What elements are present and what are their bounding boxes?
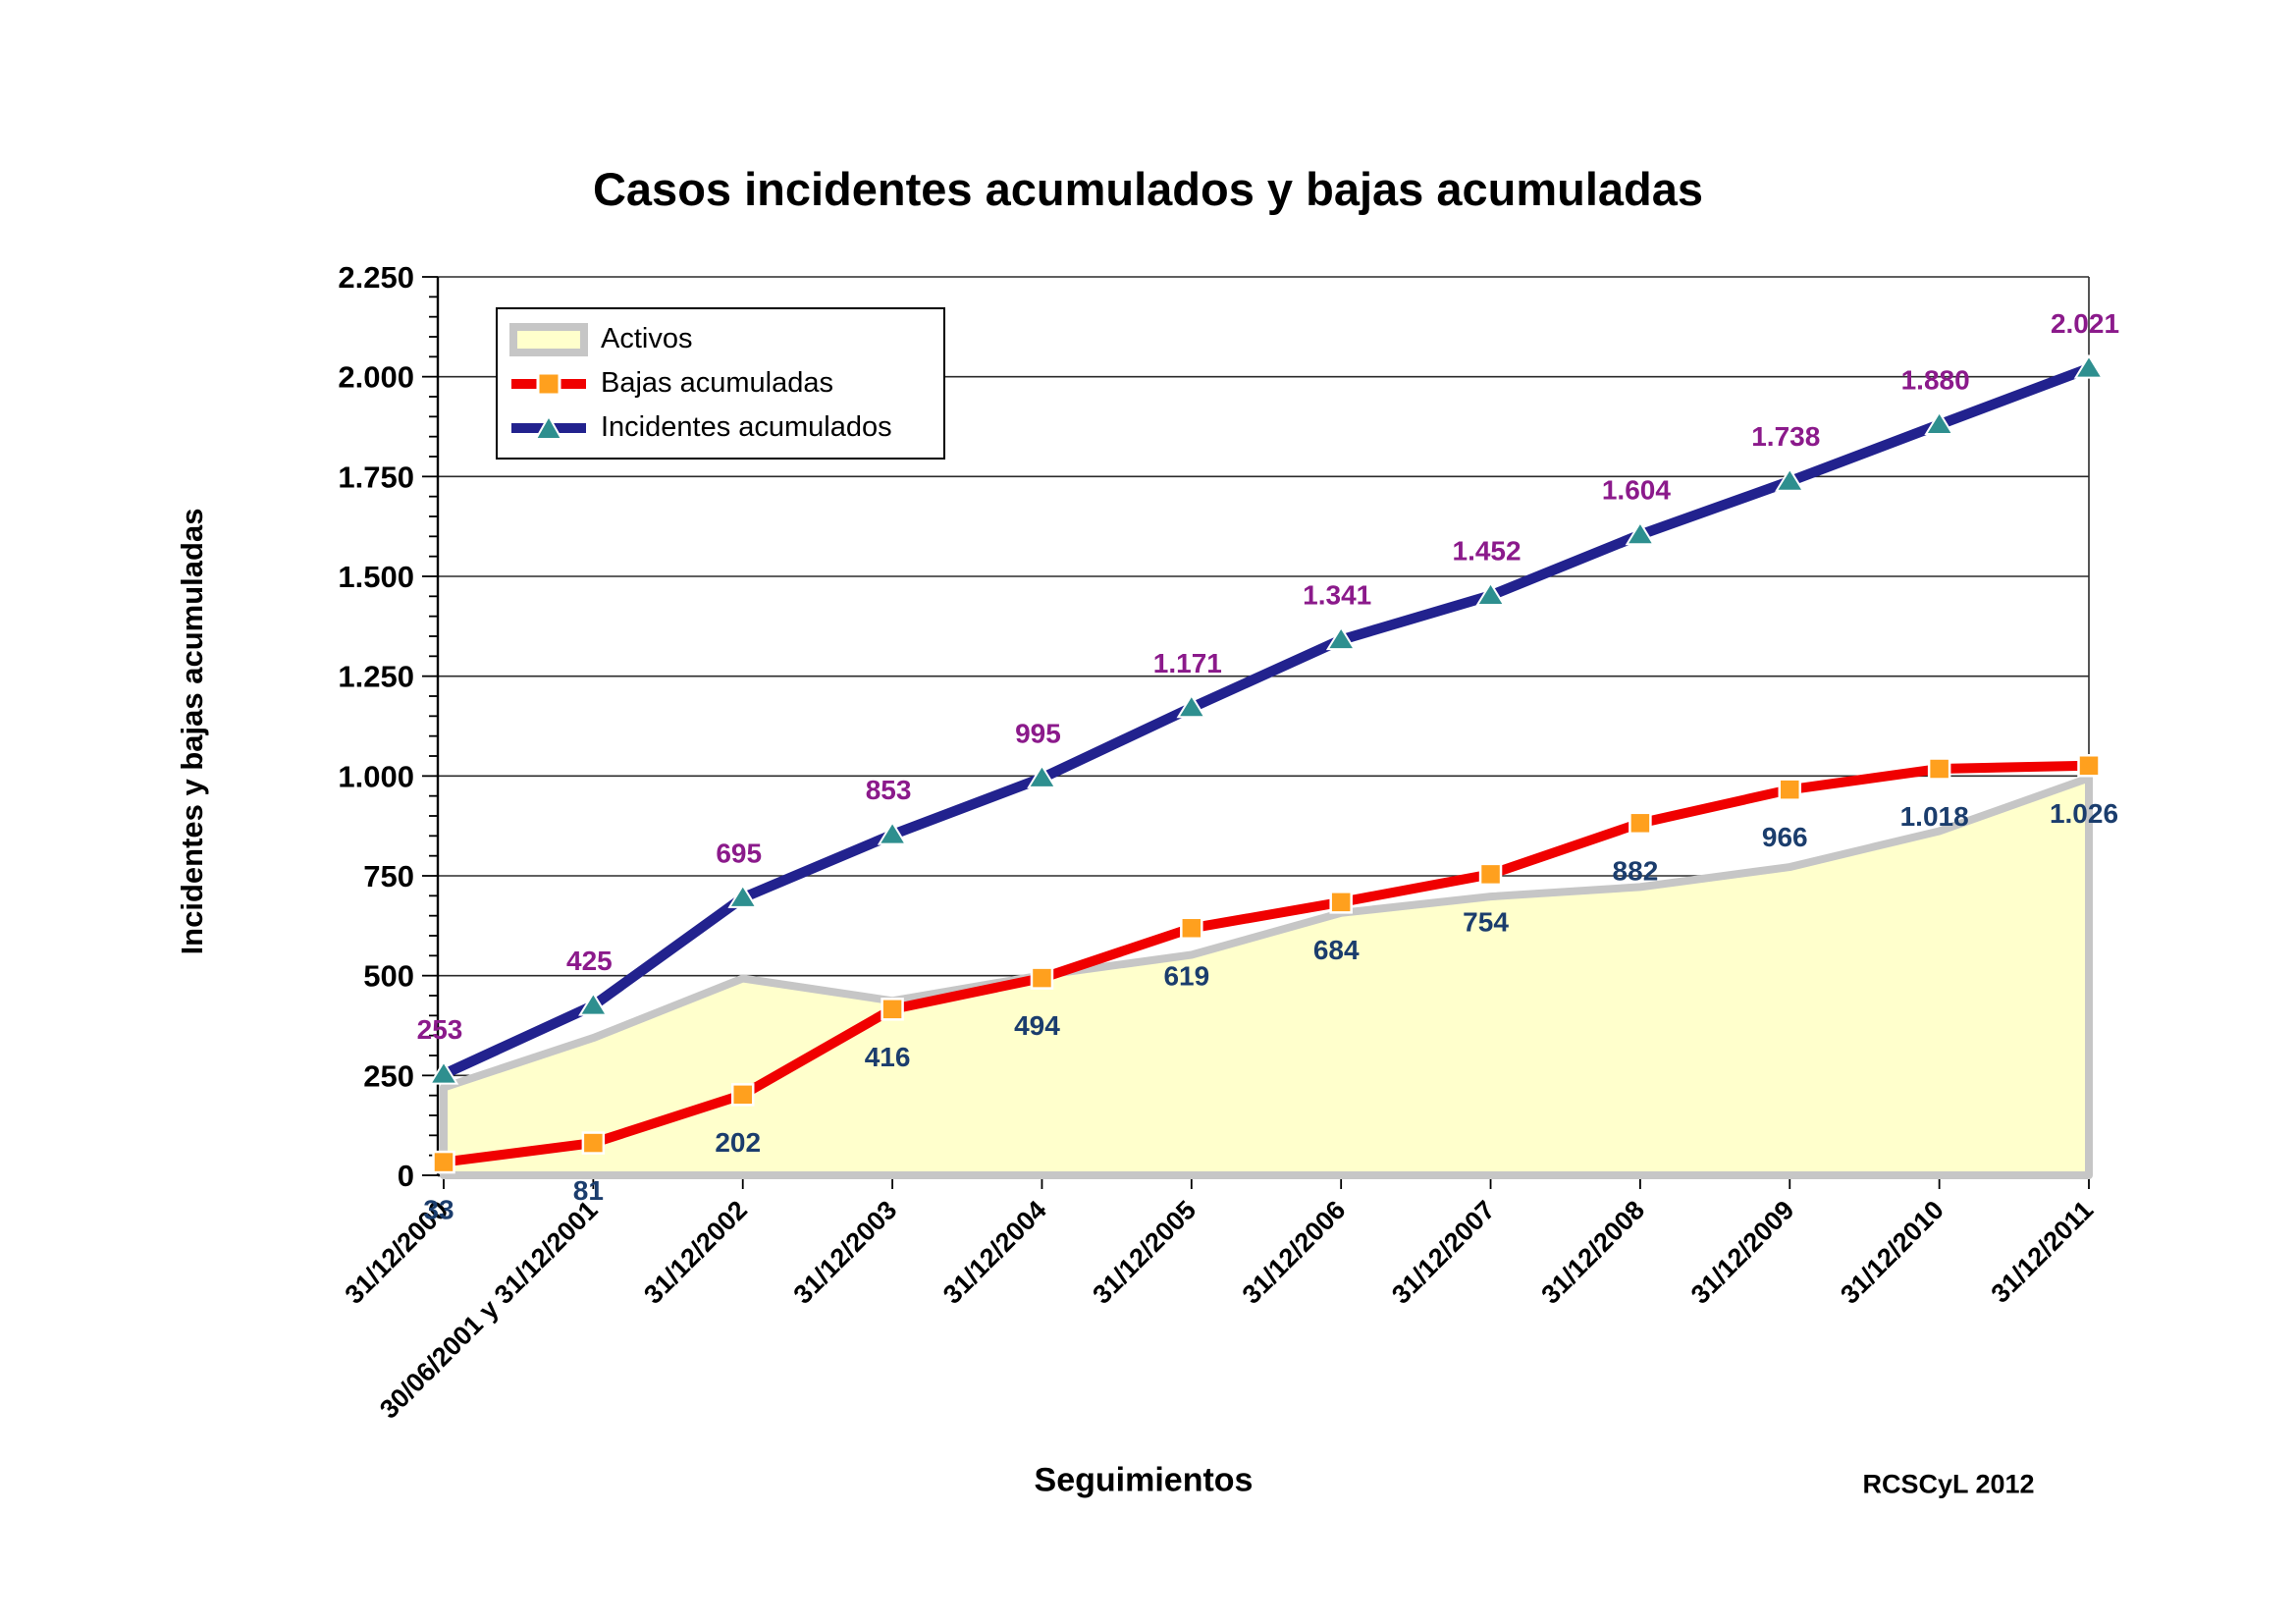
y-tick-label: 1.500: [338, 560, 414, 594]
incidentes-data-label: 253: [417, 1014, 463, 1045]
incidentes-marker: [1325, 625, 1357, 651]
y-tick-label: 750: [363, 859, 414, 893]
x-axis-title: Seguimientos: [1034, 1461, 1254, 1499]
activos-area-swatch-icon: [509, 322, 588, 356]
incidentes-data-label: 695: [716, 838, 762, 868]
bajas-data-label: 202: [715, 1127, 761, 1158]
incidentes-marker: [1774, 466, 1805, 492]
bajas-data-label: 33: [423, 1195, 454, 1225]
incidentes-data-label: 2.021: [2051, 308, 2119, 339]
incidentes-data-label: 1.880: [1901, 364, 1970, 395]
bajas-marker: [1778, 778, 1802, 801]
legend-label-bajas: Bajas acumuladas: [601, 367, 833, 399]
incidentes-marker: [1176, 693, 1207, 719]
incidentes-data-label: 1.341: [1303, 580, 1371, 611]
incidentes-data-label: 995: [1015, 718, 1061, 748]
bajas-marker: [1030, 966, 1054, 990]
incidentes-data-label: 1.738: [1751, 421, 1820, 452]
y-tick-label: 1.250: [338, 660, 414, 694]
legend-label-activos: Activos: [601, 323, 693, 354]
incidentes-marker: [727, 883, 759, 908]
y-tick-label: 2.250: [338, 260, 414, 295]
incidentes-marker: [1625, 520, 1656, 546]
y-tick-label: 250: [363, 1058, 414, 1093]
legend-item-bajas: Bajas acumuladas: [509, 367, 932, 401]
activos-area: [440, 774, 2093, 1179]
bajas-marker: [1329, 891, 1353, 914]
incidentes-marker: [1475, 581, 1506, 607]
x-tick-label: 31/12/2011: [1986, 1195, 2100, 1309]
incidentes-marker: [1924, 410, 1954, 435]
incidentes-marker: [578, 991, 609, 1016]
legend-label-incidentes: Incidentes acumulados: [601, 411, 892, 443]
y-tick-label: 2.000: [338, 360, 414, 395]
x-tick-label: 31/12/2003: [788, 1195, 903, 1310]
bajas-marker: [1629, 811, 1652, 836]
x-tick-label: 31/12/2008: [1535, 1195, 1650, 1310]
incidentes-marker: [2073, 353, 2105, 379]
bajas-marker: [881, 998, 904, 1021]
bajas-marker: [581, 1131, 606, 1155]
incidentes-data-label: 1.452: [1453, 536, 1522, 567]
bajas-marker: [730, 1083, 755, 1107]
incidentes-data-label: 425: [566, 946, 613, 976]
bajas-data-label: 494: [1014, 1010, 1060, 1041]
x-tick-label: 31/12/2005: [1087, 1195, 1201, 1310]
bajas-data-label: 1.018: [1900, 801, 1969, 832]
bajas-data-label: 81: [573, 1175, 604, 1206]
incidentes-data-label: 1.604: [1602, 475, 1671, 506]
y-tick-label: 1.000: [338, 759, 414, 793]
x-tick-label: 31/12/2010: [1835, 1195, 1949, 1310]
incidentes-line: [441, 363, 2091, 1079]
y-tick-label: 1.750: [338, 460, 414, 494]
x-tick-label: 31/12/2006: [1237, 1195, 1352, 1310]
bajas-marker: [1478, 862, 1503, 887]
credit-text: RCSCyL 2012: [1862, 1469, 2035, 1499]
legend-item-incidentes: Incidentes acumulados: [509, 411, 932, 445]
bajas-marker: [2077, 754, 2101, 778]
x-tick-label: 31/12/2007: [1386, 1195, 1501, 1310]
y-tick-label: 0: [398, 1159, 414, 1193]
bajas-line-swatch-icon: [511, 371, 586, 396]
bajas-data-label: 966: [1762, 822, 1808, 852]
chart-title: Casos incidentes acumulados y bajas acum…: [592, 163, 1704, 215]
x-tick-label: 31/12/2004: [937, 1195, 1052, 1310]
incidentes-marker: [877, 820, 908, 845]
incidentes-marker: [1027, 763, 1057, 788]
y-axis-title: Incidentes y bajas acumuladas: [175, 508, 209, 955]
incidentes-data-label: 853: [866, 775, 912, 805]
bajas-data-label: 1.026: [2050, 798, 2118, 829]
y-tick-label: 500: [363, 959, 414, 994]
bajas-data-label: 416: [865, 1042, 911, 1072]
bajas-data-label: 754: [1463, 906, 1509, 937]
bajas-line: [443, 760, 2090, 1167]
bajas-data-label: 882: [1613, 855, 1659, 886]
bajas-data-label: 684: [1313, 935, 1360, 965]
bajas-data-label: 619: [1163, 960, 1209, 991]
incidentes-data-label: 1.171: [1153, 648, 1222, 678]
bajas-marker: [1927, 757, 1951, 781]
x-tick-label: 31/12/2002: [638, 1195, 753, 1310]
bajas-marker: [432, 1150, 455, 1174]
incidentes-line-swatch-icon: [511, 413, 586, 440]
legend-item-activos: Activos: [509, 322, 932, 356]
x-tick-label: 31/12/2009: [1685, 1195, 1800, 1310]
legend-box: Activos Bajas acumuladas Incidentes acum…: [496, 307, 945, 460]
bajas-marker: [1180, 916, 1203, 941]
incidentes-marker: [428, 1059, 459, 1085]
